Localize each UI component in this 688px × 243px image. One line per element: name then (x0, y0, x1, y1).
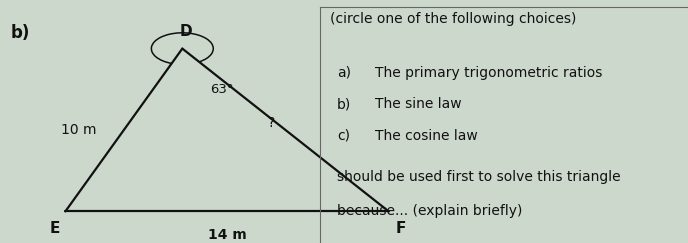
Text: should be used first to solve this triangle: should be used first to solve this trian… (337, 170, 621, 184)
Text: 14 m: 14 m (208, 228, 246, 243)
Text: b): b) (10, 24, 30, 42)
Text: because... (explain briefly): because... (explain briefly) (337, 204, 522, 218)
Text: 10 m: 10 m (61, 123, 96, 137)
Text: 63°: 63° (210, 83, 233, 95)
Text: ?: ? (268, 116, 275, 130)
Text: The cosine law: The cosine law (375, 129, 477, 143)
Text: (circle one of the following choices): (circle one of the following choices) (330, 12, 577, 26)
Text: F: F (396, 221, 407, 236)
Text: a): a) (337, 66, 351, 80)
Text: The sine law: The sine law (375, 97, 462, 111)
Text: D: D (180, 24, 192, 39)
Text: The primary trigonometric ratios: The primary trigonometric ratios (375, 66, 602, 80)
Text: E: E (50, 221, 61, 236)
Text: c): c) (337, 129, 350, 143)
Text: b): b) (337, 97, 352, 111)
